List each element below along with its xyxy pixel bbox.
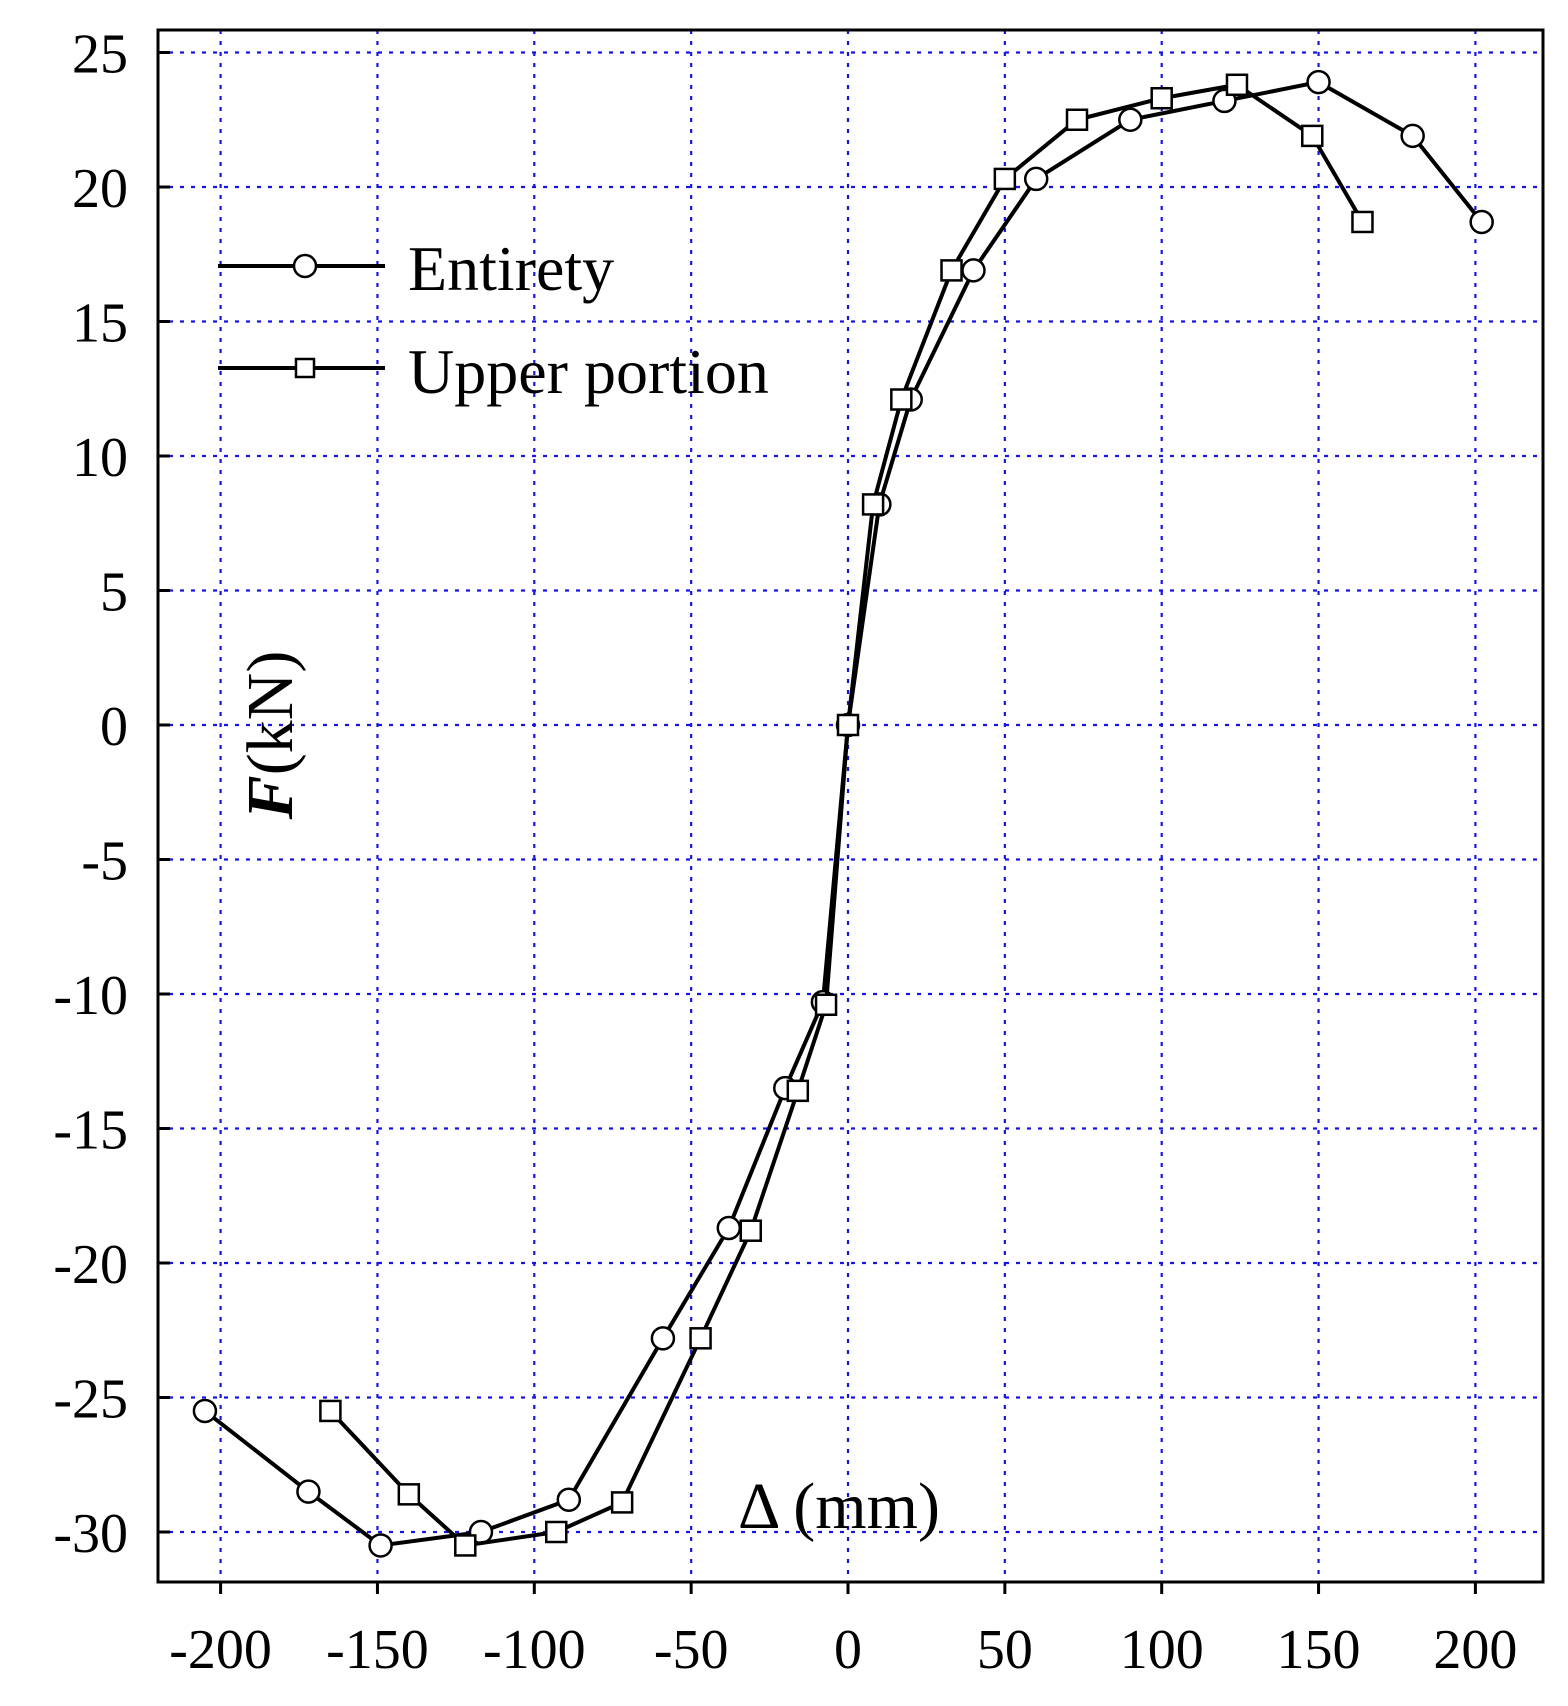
x-tick-label: 150 <box>1277 1619 1361 1681</box>
data-point-entirety <box>1306 69 1331 95</box>
data-point-upper-portion <box>454 1534 477 1557</box>
data-point-upper-portion <box>1351 210 1374 234</box>
y-tick-label: 20 <box>72 158 128 220</box>
x-tick-label: 0 <box>834 1619 862 1681</box>
data-point-upper-portion <box>786 1079 810 1103</box>
x-tick-label: 50 <box>977 1619 1033 1681</box>
y-tick-label: -10 <box>53 965 128 1027</box>
data-point-entirety <box>1118 107 1143 132</box>
series-entirety <box>192 69 1494 1558</box>
data-point-entirety <box>961 258 986 283</box>
data-point-upper-portion <box>319 1399 342 1423</box>
data-point-upper-portion <box>1065 108 1089 131</box>
axis-ticks: -200 -150 -100 -50 0 50 100 150 2002520151050-5-… <box>53 24 1517 1682</box>
data-point-entirety <box>1400 123 1425 149</box>
x-tick-label: -150 <box>326 1619 429 1681</box>
data-point-upper-portion <box>814 993 838 1017</box>
legend-marker-entirety <box>292 253 318 279</box>
y-tick-label: -30 <box>53 1503 128 1565</box>
y-tick-label: -15 <box>53 1100 128 1162</box>
y-tick-label: 5 <box>100 562 128 624</box>
data-point-entirety <box>1469 209 1494 235</box>
plot-frame <box>156 28 1545 1584</box>
x-axis-label: Δ (mm) <box>738 1470 940 1543</box>
x-tick-label: -200 <box>169 1619 272 1681</box>
x-tick-label: 200 <box>1433 1619 1517 1681</box>
data-point-upper-portion <box>397 1483 421 1506</box>
data-point-upper-portion <box>610 1491 634 1514</box>
data-point-entirety <box>296 1479 321 1504</box>
y-axis-label: F(kN) <box>234 651 307 821</box>
data-point-upper-portion <box>993 167 1017 191</box>
data-point-entirety <box>368 1533 393 1558</box>
data-point-upper-portion <box>861 493 885 516</box>
series-upper-portion <box>319 73 1374 1557</box>
y-tick-label: 10 <box>72 427 128 489</box>
legend: Entirety Upper portion <box>218 233 769 407</box>
data-point-upper-portion <box>545 1520 568 1544</box>
data-point-entirety <box>1023 166 1049 192</box>
data-point-entirety <box>192 1398 218 1424</box>
x-tick-label: 100 <box>1120 1619 1204 1681</box>
data-point-upper-portion <box>940 259 963 282</box>
data-point-upper-portion <box>836 713 860 737</box>
x-tick-label: -50 <box>654 1619 729 1681</box>
series-layer <box>192 69 1494 1558</box>
y-tick-label: -20 <box>53 1234 128 1296</box>
y-tick-label: -5 <box>81 831 128 893</box>
data-point-upper-portion <box>1301 124 1324 148</box>
data-point-upper-portion <box>739 1219 763 1242</box>
y-tick-label: 0 <box>100 696 128 758</box>
y-tick-label: -25 <box>53 1369 128 1431</box>
legend-label-entirety: Entirety <box>408 233 614 304</box>
legend-marker-upper-portion <box>294 357 316 379</box>
y-axis-label-unit: (kN) <box>234 651 307 776</box>
data-point-entirety <box>556 1487 582 1512</box>
data-point-upper-portion <box>1225 73 1249 97</box>
data-point-upper-portion <box>1150 86 1173 110</box>
data-point-upper-portion <box>689 1327 712 1350</box>
y-tick-label: 25 <box>72 24 128 86</box>
legend-label-upper-portion: Upper portion <box>408 336 769 407</box>
data-point-upper-portion <box>890 388 913 411</box>
y-tick-label: 15 <box>72 293 128 355</box>
data-point-entirety <box>650 1326 676 1351</box>
x-tick-label: -100 <box>483 1619 586 1681</box>
series-line-entirety <box>203 80 1484 1548</box>
data-point-entirety <box>716 1215 742 1241</box>
y-axis-label-symbol: F <box>234 775 307 820</box>
grid <box>158 30 1543 1582</box>
